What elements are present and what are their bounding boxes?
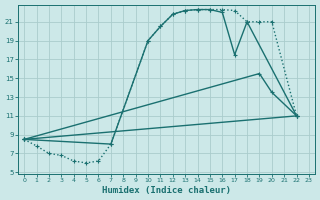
X-axis label: Humidex (Indice chaleur): Humidex (Indice chaleur): [102, 186, 231, 195]
